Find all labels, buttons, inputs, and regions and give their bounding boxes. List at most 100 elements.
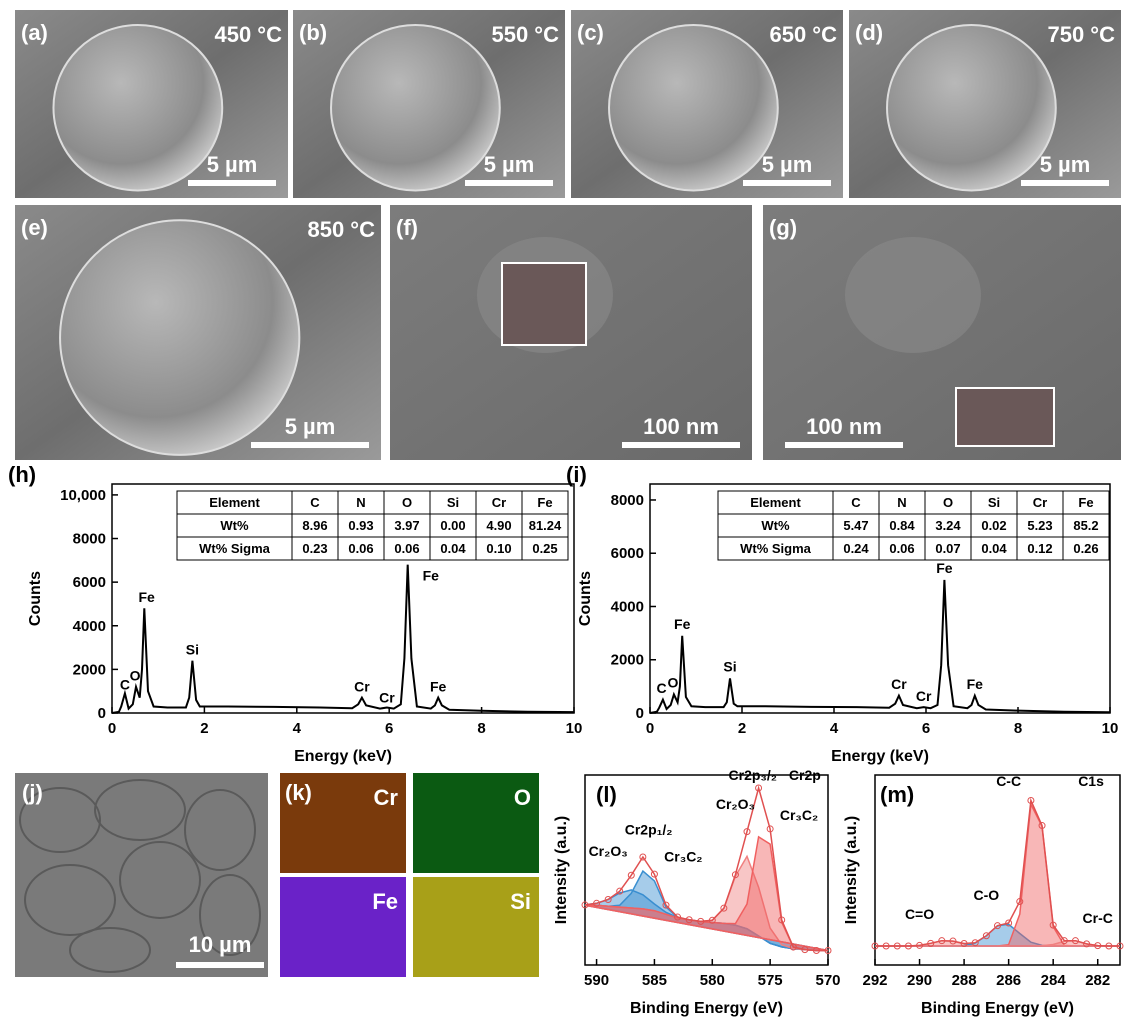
peak-label: Cr [354,679,370,695]
table-text: 3.24 [935,518,961,533]
particle [52,24,224,192]
table-text: Si [447,495,459,510]
scale-bar [465,180,553,186]
data-point [743,828,751,836]
y-tick-label: 4000 [611,598,644,615]
peak-label: Cr2p₃/₂ [729,767,777,783]
panel-label: (g) [769,215,797,240]
data-point [1038,822,1046,830]
table-text: N [356,495,365,510]
panel-label: (h) [8,462,36,487]
data-point [593,899,601,907]
table-text: 0.12 [1027,541,1052,556]
table-text: 0.84 [889,518,915,533]
particle [608,24,779,192]
temperature-label: 450 °C [214,22,282,47]
spectrum-line [649,579,1111,714]
x-tick-label: 292 [862,972,887,989]
data-point [960,940,968,948]
grain [69,927,151,973]
panel-label: (c) [577,20,604,45]
peak-label: Cr [916,688,932,704]
y-tick-label: 0 [98,705,106,722]
table-cell [1062,536,1110,561]
table-text: Cr [1033,495,1047,510]
y-tick-label: 6000 [73,574,106,591]
table-text: Wt% [761,518,790,533]
table-text: 5.47 [843,518,868,533]
map-label: Cr [374,785,399,810]
table-text: Cr [492,495,506,510]
y-tick-label: 2000 [73,661,106,678]
data-point [904,942,912,950]
scale-bar [1021,180,1109,186]
panel-label: (l) [596,782,617,807]
temperature-label: 550 °C [491,22,559,47]
temperature-label: 750 °C [1047,22,1115,47]
particle [886,24,1057,192]
data-point [650,870,658,878]
scale-label: 100 nm [806,414,882,439]
scale-label: 5 µm [207,152,258,177]
data-point [720,904,728,912]
data-point [778,916,786,924]
x-axis-label: Energy (keV) [831,748,929,765]
peak-label: Cr2p₁/₂ [625,821,673,837]
y-tick-label: 10,000 [60,487,106,504]
peak-label: Fe [430,679,447,695]
peak-label: Fe [138,589,155,605]
table-text: N [897,495,906,510]
fit-line [584,785,828,952]
grain [199,874,261,956]
data-point [982,932,990,940]
scale-label: 5 µm [484,152,535,177]
table-text: 0.07 [935,541,960,556]
table-text: 0.24 [843,541,869,556]
eds-inset [955,387,1055,447]
plot-frame [649,483,1111,714]
grain [19,787,101,853]
peak-label: O [668,675,679,691]
table-text: 8.96 [302,518,327,533]
eds-inset [501,262,587,346]
x-tick-label: 4 [830,720,839,737]
peak-label: Cr₂O₃ [589,843,628,859]
data-point [616,887,624,895]
peak-label: O [130,668,141,684]
data-point [604,895,612,903]
table-text: 0.06 [394,541,419,556]
peak-label: Fe [967,676,984,692]
x-axis-label: Binding Energy (eV) [630,1000,783,1017]
x-tick-label: 2 [738,720,746,737]
data-point [581,901,589,909]
peak-label: C-O [974,887,1000,903]
data-point [971,939,979,947]
table-text: Si [988,495,1000,510]
data-point [812,947,820,955]
table-text: 0.04 [440,541,466,556]
grain [119,841,201,919]
x-tick-label: 286 [996,972,1021,989]
peak-label: Cr₂O₃ [716,796,755,812]
data-point [1071,937,1079,945]
table-text: 0.25 [532,541,557,556]
peak-label: Cr2p [789,767,821,783]
table-text: 4.90 [486,518,511,533]
table-text: 5.23 [1027,518,1052,533]
panel-label: (i) [566,462,587,487]
panel-label: (d) [855,20,883,45]
data-point [1105,942,1113,950]
table-text: O [943,495,953,510]
plot-frame [584,774,829,966]
peak-label: Fe [423,567,440,583]
x-axis-label: Energy (keV) [294,748,392,765]
data-point [1116,942,1124,950]
table-text: 0.06 [889,541,914,556]
scale-bar [785,442,903,448]
y-axis-label: Intensity (a.u.) [553,816,570,924]
data-point [1049,921,1057,929]
table-text: 81.24 [529,518,562,533]
x-tick-label: 6 [922,720,930,737]
peak-label: Fe [936,560,953,576]
y-tick-label: 8000 [611,492,644,509]
